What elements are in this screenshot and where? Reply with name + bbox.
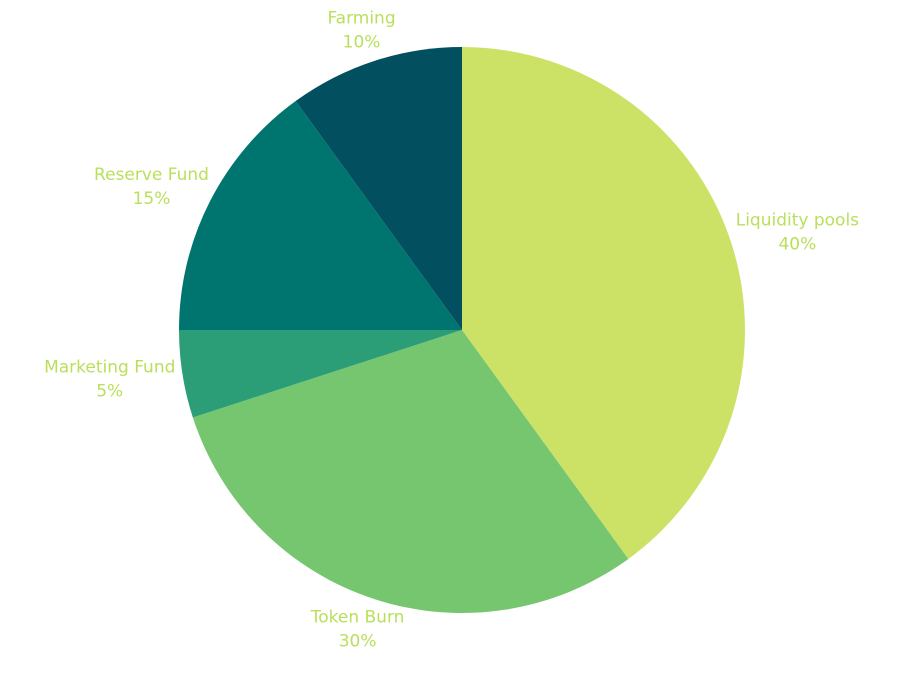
pie-slice — [295, 47, 462, 330]
pie-slice — [192, 330, 629, 613]
slice-label: Reserve Fund — [94, 165, 209, 185]
slice-label: Farming — [327, 8, 395, 28]
slice-value-label: 30% — [339, 632, 377, 652]
slice-value-label: 15% — [133, 189, 171, 209]
slice-value-label: 5% — [96, 381, 123, 401]
slice-value-label: 10% — [343, 32, 381, 52]
pie-slice — [462, 47, 745, 559]
slice-value-label: 40% — [778, 235, 816, 255]
slice-label: Marketing Fund — [44, 357, 175, 377]
pie-slice — [179, 101, 462, 330]
pie-slice — [179, 330, 462, 418]
slice-label: Liquidity pools — [736, 211, 859, 231]
slice-label: Token Burn — [310, 608, 405, 628]
